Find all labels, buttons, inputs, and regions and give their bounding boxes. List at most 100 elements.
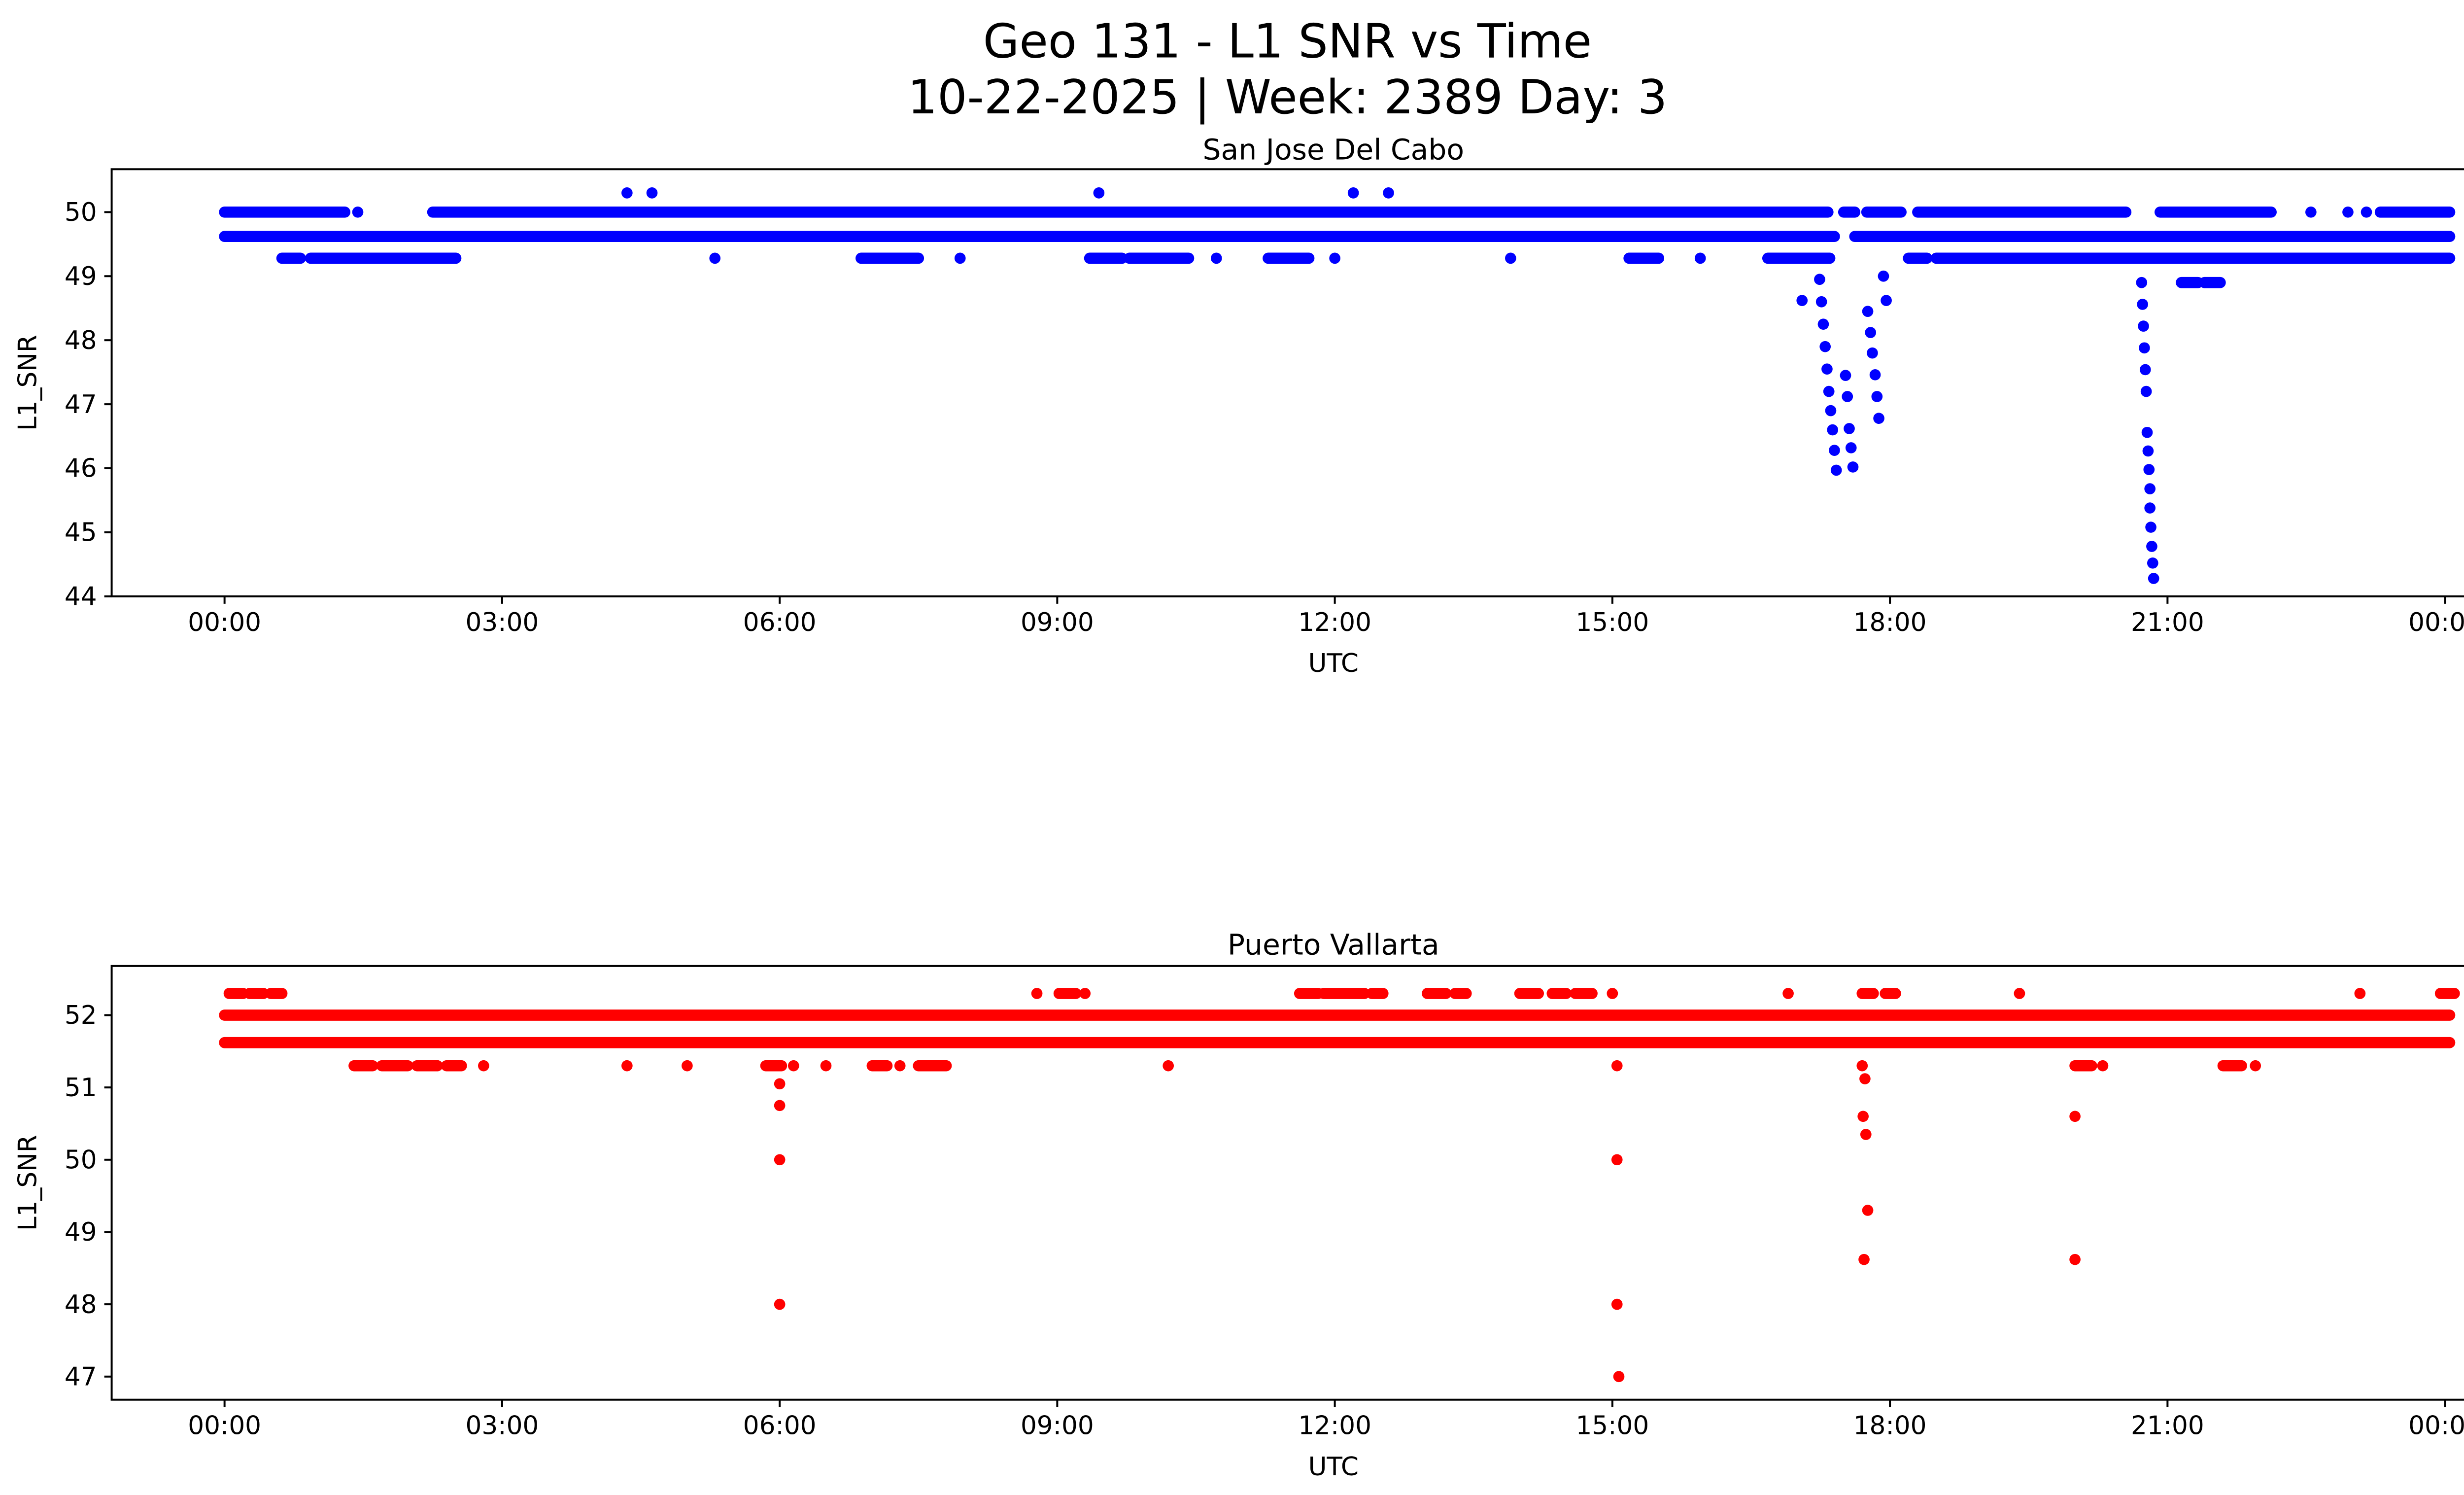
subplot-san-jose-del-cabo: 00:00 03:00 06:00 09:00 12:00 15:00 18:00 21:00… — [65, 168, 2464, 637]
scatter-point — [1817, 318, 1829, 330]
scatter-point — [787, 1060, 799, 1072]
scatter-point — [1613, 1371, 1625, 1383]
scatter-point — [1163, 1060, 1174, 1072]
x-tick-label: 00:00 — [188, 1411, 261, 1441]
scatter-point — [774, 1154, 786, 1166]
x-tick-label: 15:00 — [1575, 608, 1649, 637]
scatter-point — [1869, 369, 1881, 381]
scatter-point — [621, 187, 633, 199]
scatter-point — [2139, 342, 2150, 354]
figure-title: Geo 131 - L1 SNR vs Time — [983, 15, 1592, 69]
scatter-point — [1857, 1111, 1869, 1122]
scatter-point — [1505, 252, 1516, 264]
scatter-point — [646, 187, 658, 199]
scatter-point — [2143, 464, 2155, 475]
scatter-point — [1611, 1154, 1623, 1166]
scatter-point — [2144, 502, 2156, 514]
scatter-point — [2147, 557, 2158, 569]
x-tick-label: 12:00 — [1298, 608, 1371, 637]
x-tick-label: 00:00 — [2408, 1411, 2464, 1441]
scatter-point — [2146, 541, 2157, 552]
scatter-point — [1827, 424, 1839, 436]
scatter-point — [2014, 988, 2025, 999]
scatter-point — [1867, 347, 1878, 359]
x-tick-label: 09:00 — [1021, 1411, 1094, 1441]
scatter-point — [2145, 522, 2156, 533]
scatter-point — [1829, 445, 1840, 456]
scatter-points — [478, 988, 2366, 1383]
x-tick-label: 15:00 — [1575, 1411, 1649, 1441]
scatter-point — [1782, 988, 1794, 999]
scatter-point — [1871, 391, 1883, 402]
scatter-point — [1878, 270, 1889, 282]
scatter-point — [1611, 1060, 1623, 1072]
scatter-point — [774, 1298, 786, 1310]
scatter-point — [1881, 295, 1892, 306]
scatter-point — [2069, 1253, 2081, 1265]
scatter-point — [2097, 1060, 2109, 1072]
x-tick-label: 18:00 — [1853, 1411, 1927, 1441]
scatter-point — [478, 1060, 489, 1072]
scatter-point — [1329, 252, 1340, 264]
scatter-point — [2305, 207, 2317, 218]
y-tick-label: 52 — [65, 1001, 97, 1030]
y-tick-label: 48 — [65, 1290, 97, 1320]
scatter-point — [1842, 391, 1853, 402]
y-tick-label: 45 — [65, 518, 97, 548]
scatter-point — [774, 1100, 786, 1112]
y-tick-label: 44 — [65, 582, 97, 612]
scatter-point — [709, 252, 721, 264]
y-tick-label: 50 — [65, 198, 97, 227]
scatter-point — [1860, 1129, 1872, 1140]
scatter-point — [2141, 426, 2153, 438]
y-tick-label: 47 — [65, 390, 97, 419]
scatter-point — [774, 1078, 786, 1090]
scatter-point — [894, 1060, 906, 1072]
y-tick-label: 46 — [65, 454, 97, 484]
scatter-point — [1814, 274, 1825, 285]
scatter-point — [1825, 405, 1837, 417]
scatter-point — [1830, 464, 1842, 476]
scatter-point — [1611, 1298, 1623, 1310]
y-axis-label: L1_SNR — [13, 335, 42, 431]
scatter-point — [2144, 483, 2156, 494]
scatter-points — [352, 187, 2372, 584]
axes-frame — [110, 965, 2464, 1401]
y-tick-label: 47 — [65, 1362, 97, 1391]
scatter-bands — [219, 207, 2456, 288]
scatter-point — [2069, 1111, 2081, 1122]
scatter-point — [1815, 296, 1827, 308]
scatter-point — [1859, 1073, 1871, 1084]
scatter-point — [1844, 423, 1855, 434]
scatter-point — [1607, 988, 1618, 999]
tick-labels: 00:00 03:00 06:00 09:00 12:00 15:00 18:00 21:00… — [65, 198, 2464, 637]
x-tick-label: 06:00 — [743, 608, 817, 637]
scatter-point — [820, 1060, 832, 1072]
scatter-point — [2140, 385, 2152, 397]
scatter-point — [1694, 252, 1706, 264]
scatter-point — [1823, 385, 1835, 397]
x-axis-label: UTC — [1308, 649, 1359, 678]
scatter-point — [1383, 187, 1394, 199]
scatter-point — [2142, 445, 2154, 457]
scatter-point — [2136, 277, 2148, 288]
x-tick-label: 00:00 — [2408, 608, 2464, 637]
scatter-point — [1819, 341, 1831, 352]
y-tick-label: 49 — [65, 262, 97, 291]
scatter-point — [2342, 207, 2354, 218]
scatter-point — [1210, 252, 1222, 264]
scatter-point — [2361, 207, 2372, 218]
figure-subtitle: 10-22-2025 | Week: 2389 Day: 3 — [908, 70, 1668, 125]
scatter-point — [1821, 363, 1833, 375]
scatter-point — [1031, 988, 1043, 999]
scatter-point — [1093, 187, 1105, 199]
x-tick-label: 06:00 — [743, 1411, 817, 1441]
x-axis-label: UTC — [1308, 1452, 1359, 1482]
scatter-point — [2354, 988, 2366, 999]
scatter-point — [1796, 295, 1808, 306]
scatter-point — [1858, 1253, 1870, 1265]
x-tick-label: 03:00 — [465, 1411, 539, 1441]
subplot-title: San Jose Del Cabo — [1203, 133, 1465, 166]
x-tick-label: 21:00 — [2131, 608, 2204, 637]
